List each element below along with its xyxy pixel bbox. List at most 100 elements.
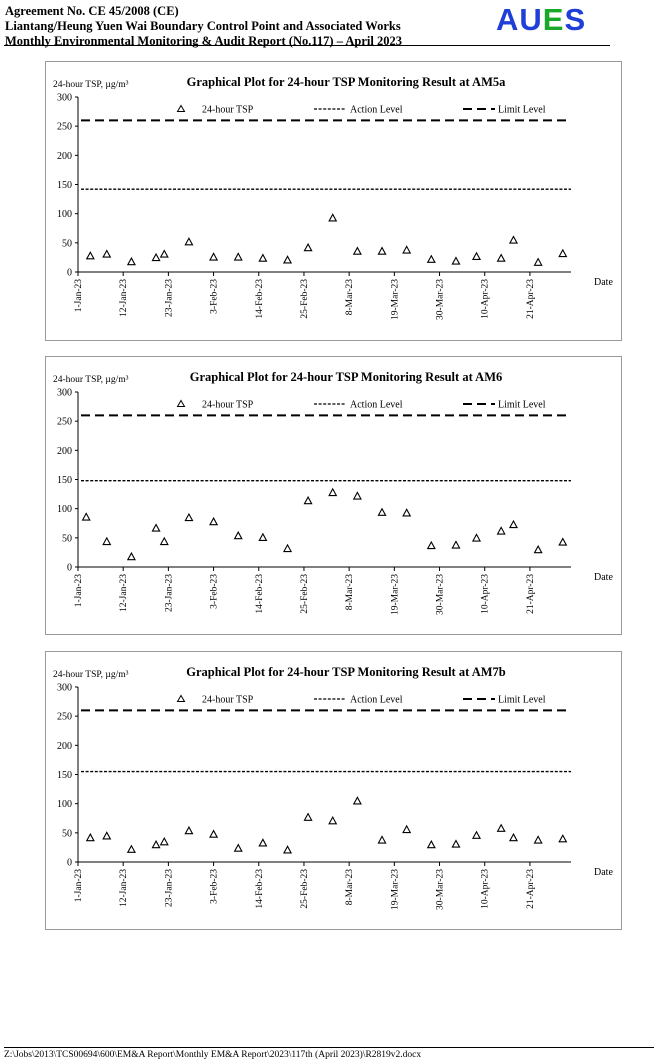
x-tick-label: 1-Jan-23 [74, 279, 84, 312]
data-point-triangle [85, 832, 95, 842]
data-point-triangle [558, 834, 568, 843]
data-point-triangle [81, 512, 91, 521]
x-tick-label: 23-Jan-23 [164, 279, 174, 317]
data-point-triangle [151, 523, 161, 532]
y-tick-label: 300 [57, 683, 72, 694]
legend-label: 24-hour TSP [202, 400, 254, 411]
tsp-chart-am7b: Graphical Plot for 24-hour TSP Monitorin… [53, 665, 613, 910]
y-tick-label: 300 [57, 93, 72, 104]
x-tick-label: 14-Feb-23 [255, 279, 265, 319]
data-point-triangle [159, 536, 169, 546]
x-tick-label: 3-Feb-23 [210, 279, 220, 314]
data-point-triangle [126, 551, 136, 561]
data-point-triangle [151, 252, 161, 262]
tsp-chart-am5a: Graphical Plot for 24-hour TSP Monitorin… [53, 75, 613, 320]
y-tick-label: 200 [57, 446, 72, 457]
logo-letter-a: A [496, 2, 520, 37]
y-tick-label: 100 [57, 799, 72, 810]
chart-panel-am5a: Graphical Plot for 24-hour TSP Monitorin… [45, 61, 622, 341]
y-tick-label: 150 [57, 770, 72, 781]
data-point-triangle [209, 252, 219, 261]
logo-letter-e: E [542, 2, 565, 37]
data-point-triangle [496, 253, 506, 262]
data-point-triangle [126, 256, 136, 266]
y-tick-label: 0 [67, 268, 72, 279]
data-point-triangle [282, 845, 293, 854]
data-point-triangle [258, 532, 268, 541]
x-tick-label: 25-Feb-23 [300, 279, 310, 319]
legend-triangle-marker [176, 399, 186, 407]
x-tick-label: 30-Mar-23 [436, 574, 446, 615]
y-tick-label: 0 [67, 858, 72, 869]
data-point-triangle [209, 516, 219, 526]
header-divider [4, 45, 610, 46]
data-point-triangle [533, 544, 543, 554]
y-tick-label: 0 [67, 563, 72, 574]
x-tick-label: 3-Feb-23 [210, 574, 220, 609]
data-point-triangle [426, 839, 436, 849]
x-tick-label: 25-Feb-23 [300, 869, 310, 909]
x-tick-label: 1-Jan-23 [74, 869, 84, 902]
data-point-triangle [471, 251, 482, 260]
tsp-chart-am6: Graphical Plot for 24-hour TSP Monitorin… [53, 370, 613, 615]
aues-logo: AUES [496, 2, 586, 38]
data-point-triangle [496, 823, 506, 832]
x-axis-label: Date [594, 867, 613, 878]
data-point-triangle [126, 844, 136, 853]
data-point-triangle [209, 829, 219, 838]
data-point-triangle [102, 249, 112, 258]
y-tick-label: 100 [57, 504, 72, 515]
data-point-triangle [508, 235, 519, 244]
data-point-triangle [184, 512, 194, 522]
x-tick-label: 14-Feb-23 [255, 869, 265, 909]
x-tick-label: 1-Jan-23 [74, 574, 84, 607]
x-tick-label: 23-Jan-23 [164, 869, 174, 907]
y-tick-label: 250 [57, 417, 72, 428]
x-tick-label: 30-Mar-23 [436, 869, 446, 910]
logo-letter-u: U [519, 2, 543, 37]
x-tick-label: 19-Mar-23 [390, 279, 400, 320]
x-tick-label: 23-Jan-23 [164, 574, 174, 612]
y-tick-label: 200 [57, 741, 72, 752]
x-tick-label: 12-Jan-23 [119, 279, 129, 317]
data-point-triangle [558, 248, 568, 258]
data-point-triangle [377, 246, 387, 255]
legend-label: Limit Level [498, 695, 546, 706]
data-point-triangle [151, 839, 161, 849]
legend-label: Action Level [350, 105, 403, 116]
data-point-triangle [352, 246, 362, 255]
x-tick-label: 21-Apr-23 [526, 574, 536, 614]
data-point-triangle [533, 257, 543, 266]
data-point-triangle [233, 252, 243, 261]
y-axis-label: 24-hour TSP, µg/m³ [53, 670, 129, 680]
data-point-triangle [85, 251, 95, 260]
legend-label: Action Level [350, 695, 403, 706]
x-tick-label: 10-Apr-23 [481, 574, 491, 614]
chart-title: Graphical Plot for 24-hour TSP Monitorin… [190, 370, 503, 384]
data-point-triangle [558, 537, 568, 546]
data-point-triangle [377, 507, 387, 516]
x-tick-label: 19-Mar-23 [390, 574, 400, 615]
legend-label: Action Level [350, 400, 403, 411]
data-point-triangle [282, 543, 293, 553]
data-point-triangle [471, 533, 482, 542]
data-point-triangle [184, 237, 194, 246]
logo-letter-s: S [564, 2, 587, 37]
footer-file-path: Z:\Jobs\2013\TCS00694\600\EM&A Report\Mo… [4, 1047, 654, 1060]
data-point-triangle [102, 536, 112, 546]
data-point-triangle [402, 245, 412, 254]
legend-label: 24-hour TSP [202, 695, 254, 706]
data-point-triangle [159, 837, 169, 846]
y-axis-label: 24-hour TSP, µg/m³ [53, 80, 129, 90]
x-tick-label: 10-Apr-23 [481, 279, 491, 319]
y-tick-label: 250 [57, 712, 72, 723]
data-point-triangle [402, 824, 412, 834]
data-point-triangle [303, 812, 313, 821]
data-point-triangle [508, 519, 519, 529]
data-point-triangle [496, 526, 506, 535]
legend-label: Limit Level [498, 400, 546, 411]
report-title-line: Monthly Environmental Monitoring & Audit… [5, 34, 403, 48]
data-point-triangle [328, 816, 338, 825]
x-tick-label: 12-Jan-23 [119, 574, 129, 612]
data-point-triangle [303, 242, 313, 252]
